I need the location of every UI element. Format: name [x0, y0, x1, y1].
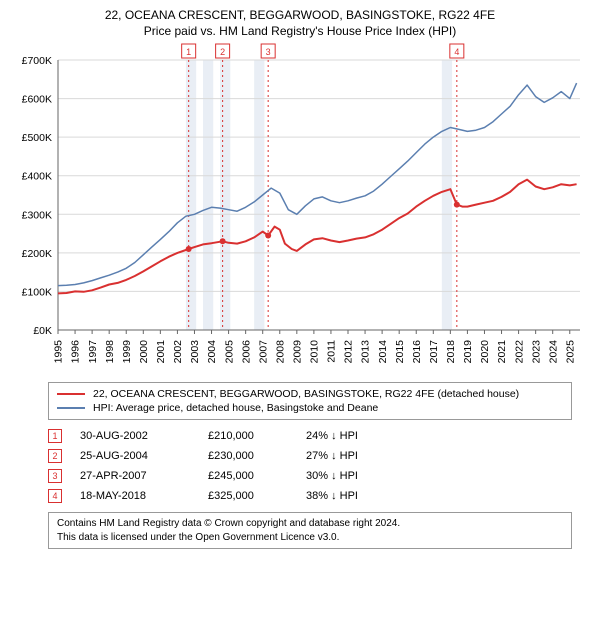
sale-marker: 2 [48, 449, 62, 463]
sale-marker: 4 [48, 489, 62, 503]
sale-diff: 30% ↓ HPI [306, 470, 358, 482]
svg-text:2004: 2004 [206, 340, 218, 364]
legend-swatch [57, 407, 85, 409]
sale-row: 2 25-AUG-2004 £230,000 27% ↓ HPI [48, 446, 572, 466]
title-line-2: Price paid vs. HM Land Registry's House … [8, 24, 592, 38]
sale-diff: 27% ↓ HPI [306, 450, 358, 462]
title-line-1: 22, OCEANA CRESCENT, BEGGARWOOD, BASINGS… [8, 8, 592, 22]
svg-text:2003: 2003 [189, 340, 201, 364]
footer-box: Contains HM Land Registry data © Crown c… [48, 512, 572, 549]
svg-text:1999: 1999 [121, 340, 133, 364]
svg-text:£700K: £700K [22, 55, 52, 67]
svg-text:£600K: £600K [22, 94, 52, 106]
legend-swatch [57, 393, 85, 395]
sale-row: 3 27-APR-2007 £245,000 30% ↓ HPI [48, 466, 572, 486]
legend-row: HPI: Average price, detached house, Basi… [57, 401, 563, 415]
sale-diff: 24% ↓ HPI [306, 430, 358, 442]
svg-text:£500K: £500K [22, 132, 52, 144]
svg-text:2011: 2011 [326, 340, 338, 363]
legend-row: 22, OCEANA CRESCENT, BEGGARWOOD, BASINGS… [57, 387, 563, 401]
sale-price: £325,000 [208, 490, 288, 502]
svg-text:2013: 2013 [360, 340, 372, 364]
svg-text:2025: 2025 [564, 340, 576, 364]
chart-title-block: 22, OCEANA CRESCENT, BEGGARWOOD, BASINGS… [8, 8, 592, 38]
footer-line-2: This data is licensed under the Open Gov… [57, 531, 563, 545]
svg-text:2021: 2021 [496, 340, 508, 364]
svg-text:2000: 2000 [138, 340, 150, 364]
legend-label: HPI: Average price, detached house, Basi… [93, 402, 378, 414]
svg-text:2022: 2022 [513, 340, 525, 364]
svg-text:2005: 2005 [223, 340, 235, 364]
svg-text:2017: 2017 [428, 340, 440, 364]
svg-text:2002: 2002 [172, 340, 184, 364]
svg-text:2014: 2014 [377, 340, 389, 364]
sale-price: £210,000 [208, 430, 288, 442]
svg-text:2016: 2016 [411, 340, 423, 364]
sale-row: 4 18-MAY-2018 £325,000 38% ↓ HPI [48, 486, 572, 506]
svg-text:2015: 2015 [394, 340, 406, 364]
sale-date: 25-AUG-2004 [80, 450, 190, 462]
svg-text:1995: 1995 [53, 340, 65, 364]
svg-text:2009: 2009 [291, 340, 303, 364]
svg-text:£300K: £300K [22, 209, 52, 221]
svg-text:4: 4 [454, 47, 459, 57]
svg-text:2001: 2001 [155, 340, 167, 364]
svg-text:2018: 2018 [445, 340, 457, 364]
svg-text:1: 1 [186, 47, 191, 57]
svg-text:2023: 2023 [530, 340, 542, 364]
legend-box: 22, OCEANA CRESCENT, BEGGARWOOD, BASINGS… [48, 382, 572, 420]
svg-text:2012: 2012 [343, 340, 355, 364]
sale-marker: 1 [48, 429, 62, 443]
chart-area: £0K £100K £200K £300K £400K £500K £600K £700K 1 2… [8, 42, 592, 372]
svg-text:1998: 1998 [104, 340, 116, 364]
svg-text:£200K: £200K [22, 248, 52, 260]
svg-text:2024: 2024 [547, 340, 559, 364]
svg-text:£0K: £0K [33, 325, 52, 337]
svg-text:£400K: £400K [22, 171, 52, 183]
svg-text:2019: 2019 [462, 340, 474, 364]
sale-date: 30-AUG-2002 [80, 430, 190, 442]
svg-text:£100K: £100K [22, 286, 52, 298]
sale-marker: 3 [48, 469, 62, 483]
sale-price: £245,000 [208, 470, 288, 482]
sale-date: 18-MAY-2018 [80, 490, 190, 502]
sale-date: 27-APR-2007 [80, 470, 190, 482]
svg-text:1996: 1996 [70, 340, 82, 364]
svg-text:2006: 2006 [240, 340, 252, 364]
svg-text:3: 3 [266, 47, 271, 57]
svg-text:2007: 2007 [257, 340, 269, 364]
legend-label: 22, OCEANA CRESCENT, BEGGARWOOD, BASINGS… [93, 388, 519, 400]
svg-text:2: 2 [220, 47, 225, 57]
sales-table: 1 30-AUG-2002 £210,000 24% ↓ HPI 2 25-AUG-200… [48, 426, 572, 506]
sale-diff: 38% ↓ HPI [306, 490, 358, 502]
footer-line-1: Contains HM Land Registry data © Crown c… [57, 517, 563, 531]
svg-text:1997: 1997 [87, 340, 99, 364]
svg-text:2010: 2010 [309, 340, 321, 364]
sale-row: 1 30-AUG-2002 £210,000 24% ↓ HPI [48, 426, 572, 446]
sale-price: £230,000 [208, 450, 288, 462]
svg-text:2008: 2008 [274, 340, 286, 364]
price-chart: £0K £100K £200K £300K £400K £500K £600K £700K 1 2… [8, 42, 592, 372]
svg-text:2020: 2020 [479, 340, 491, 364]
